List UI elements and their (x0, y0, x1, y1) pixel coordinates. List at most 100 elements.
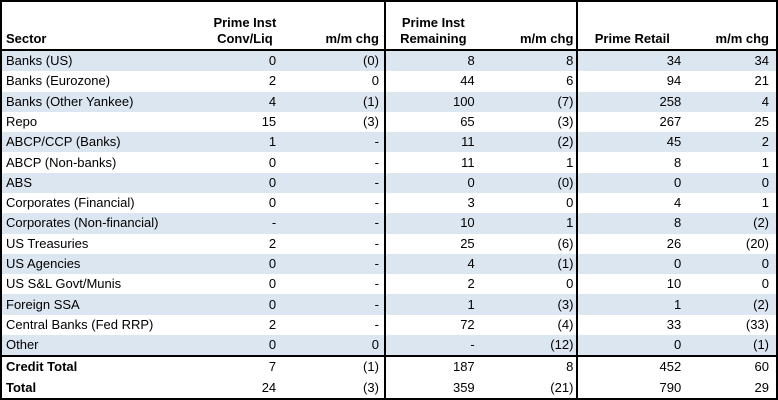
cell-prime-retail: 8 (576, 152, 687, 173)
cell-remaining-mm-chg: 8 (566, 53, 574, 69)
cell-remaining-mm-chg: (4) (557, 316, 574, 332)
cell-sector: Corporates (Financial) (6, 195, 135, 211)
cell-prime-inst-remaining: 4 (383, 253, 481, 275)
cell-remaining-mm-chg: (12) (550, 337, 574, 353)
table-row: Banks (US) 0 (0) 8 8 34 34 (1, 50, 777, 72)
total-row: Total 24 (3) 359 (21) 790 29 (1, 377, 777, 399)
cell-prime-inst-remaining: 100 (383, 91, 481, 112)
cell-prime-retail: 790 (576, 377, 687, 399)
cell-prime-retail: 258 (576, 91, 687, 112)
cell-sector: ABCP/CCP (Banks) (6, 134, 121, 150)
cell-conv-liq-mm-chg: 0 (371, 73, 379, 89)
cell-retail-mm-chg: 0 (761, 276, 769, 292)
cell-conv-liq-mm-chg: (0) (363, 53, 379, 69)
cell-prime-inst-conv-liq: 0 (268, 337, 277, 353)
col-header-mm-chg-3: m/m chg (686, 1, 777, 51)
table-row: US Agencies 0-4 (1) 0 0 (1, 253, 777, 275)
cell-prime-inst-remaining: 359 (383, 377, 481, 399)
cell-remaining-mm-chg: 0 (566, 195, 574, 211)
cell-prime-retail: 26 (576, 233, 687, 254)
table-row: US Treasuries 2 -25 (6) 26 (20) (1, 233, 777, 254)
header-line-prime-inst: Prime Inst (213, 15, 277, 31)
cell-prime-inst-remaining: 25 (383, 233, 481, 254)
cell-prime-inst-conv-liq: 1 (268, 134, 277, 150)
cell-remaining-mm-chg: 8 (480, 355, 578, 378)
cell-conv-liq-mm-chg: (1) (283, 355, 385, 378)
table-row: Banks (Other Yankee) 4 (1) 100 (7) 258 4 (1, 91, 777, 112)
cell-prime-retail: 0 (576, 172, 687, 193)
col-header-mm-chg-2: m/m chg (480, 1, 578, 51)
cell-conv-liq-mm-chg: - (374, 174, 379, 190)
table-row: Corporates (Non-financial) - -10 1 8 (2) (1, 213, 777, 234)
cell-prime-retail: 8 (576, 213, 687, 234)
cell-sector: US Agencies (6, 255, 81, 271)
cell-prime-inst-conv-liq: - (271, 215, 277, 231)
cell-prime-retail: 1 (576, 294, 687, 315)
cell-prime-retail: 0 (576, 253, 687, 275)
table-row: Banks (Eurozone) 2 0 44 6 94 21 (1, 71, 777, 92)
col-header-prime-retail: Prime Retail (576, 1, 687, 51)
cell-prime-inst-remaining: 3 (383, 192, 481, 214)
cell-remaining-mm-chg: (0) (557, 174, 574, 190)
cell-remaining-mm-chg: (3) (557, 114, 574, 129)
cell-remaining-mm-chg: (6) (557, 235, 574, 251)
cell-retail-mm-chg: (2) (753, 215, 769, 231)
cell-conv-liq-mm-chg: 0 (371, 337, 379, 353)
cell-conv-liq-mm-chg: - (374, 154, 379, 170)
cell-prime-retail: 0 (576, 334, 687, 357)
cell-prime-inst-remaining: - (383, 334, 481, 357)
table-body: Banks (US) 0 (0) 8 8 34 34 Banks (Eurozone) 2 0 44… (1, 50, 777, 399)
cell-prime-inst-conv-liq: 0 (268, 53, 277, 69)
cell-prime-retail: 4 (576, 192, 687, 214)
cell-retail-mm-chg: 34 (754, 53, 769, 69)
col-header-sector: Sector (1, 1, 207, 51)
cell-prime-inst-remaining: 187 (383, 355, 481, 378)
cell-conv-liq-mm-chg: - (374, 134, 379, 150)
cell-prime-retail: 34 (576, 50, 687, 72)
cell-retail-mm-chg: 0 (761, 174, 769, 190)
cell-retail-mm-chg: 21 (754, 73, 769, 89)
cell-retail-mm-chg: (2) (753, 296, 769, 312)
cell-prime-inst-conv-liq: 0 (268, 195, 277, 211)
cell-conv-liq-mm-chg: - (374, 215, 379, 231)
header-line-prime-inst: Prime Inst (401, 15, 465, 31)
cell-sector: Total (6, 379, 37, 395)
cell-remaining-mm-chg: (3) (557, 296, 574, 312)
cell-sector: US Treasuries (6, 235, 89, 251)
cell-prime-inst-conv-liq: 24 (261, 379, 277, 395)
cell-sector: US S&L Govt/Munis (6, 276, 122, 292)
cell-conv-liq-mm-chg: (3) (363, 379, 379, 395)
col-header-mm-chg-1: m/m chg (283, 1, 385, 51)
total-row: Credit Total 7 (1) 187 8 452 60 (1, 355, 777, 378)
col-header-prime-inst-conv-liq: Prime Inst Conv/Liq (206, 1, 284, 51)
cell-prime-inst-conv-liq: 2 (268, 235, 277, 251)
table-row: Central Banks (Fed RRP) 2 -72 (4) 33 (33) (1, 314, 777, 335)
table-row: Corporates (Financial) 0-3 0 4 1 (1, 192, 777, 214)
cell-sector: Banks (Other Yankee) (6, 93, 134, 109)
cell-prime-inst-remaining: 65 (383, 111, 481, 133)
cell-prime-inst-conv-liq: 0 (268, 255, 277, 271)
cell-prime-inst-remaining: 11 (383, 132, 481, 153)
cell-remaining-mm-chg: 1 (566, 154, 574, 170)
cell-sector: Foreign SSA (6, 296, 80, 312)
cell-remaining-mm-chg: (7) (557, 93, 574, 109)
cell-prime-inst-conv-liq: 0 (268, 154, 277, 170)
cell-prime-inst-conv-liq: 0 (268, 276, 277, 292)
cell-prime-inst-conv-liq: 0 (268, 174, 277, 190)
cell-sector: ABCP (Non-banks) (6, 154, 117, 170)
cell-retail-mm-chg: 25 (754, 114, 769, 129)
cell-prime-inst-remaining: 8 (383, 50, 481, 72)
header-line-remaining: Remaining (400, 30, 467, 46)
table-row: Foreign SSA 0-1 (3) 1 (2) (1, 294, 777, 315)
cell-prime-retail: 33 (576, 314, 687, 335)
cell-retail-mm-chg: (20) (745, 235, 769, 251)
cell-retail-mm-chg: 4 (761, 93, 769, 109)
cell-retail-mm-chg: (1) (753, 337, 769, 353)
cell-conv-liq-mm-chg: (1) (363, 93, 379, 109)
cell-sector: Other (6, 337, 39, 353)
cell-conv-liq-mm-chg: - (374, 296, 379, 312)
cell-sector: Repo (6, 114, 38, 129)
cell-conv-liq-mm-chg: - (374, 195, 379, 211)
cell-conv-liq-mm-chg: - (374, 235, 379, 251)
